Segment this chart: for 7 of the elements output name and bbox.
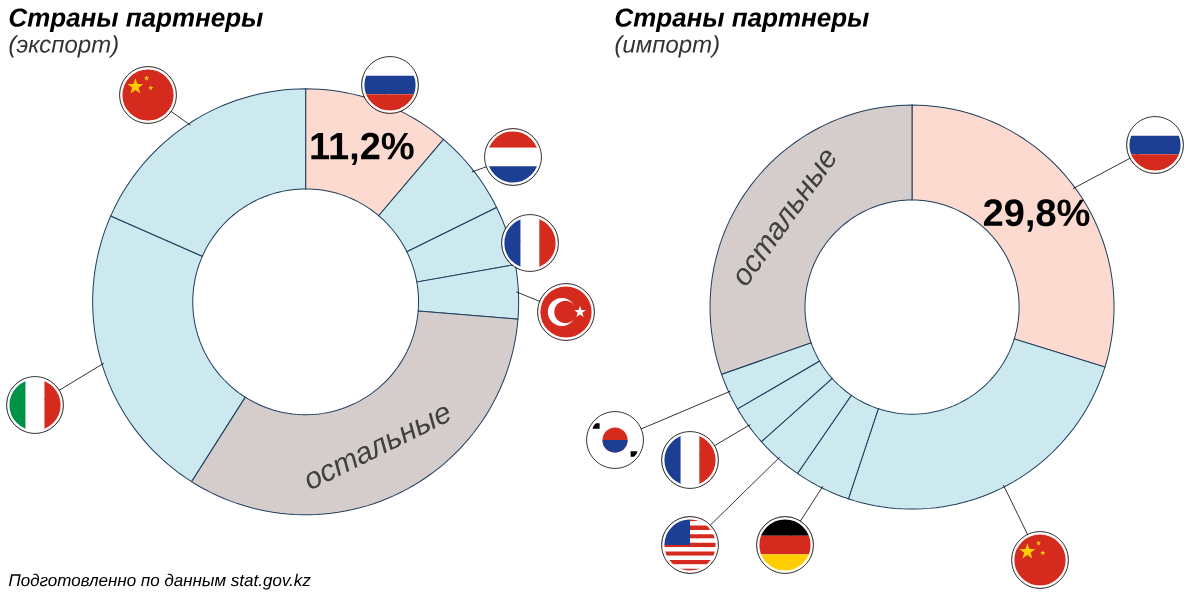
data-label: 29,8%	[983, 199, 1090, 232]
text: Подготовленно по данным stat.gov.kz	[8, 573, 311, 590]
chart-title: Страны партнеры	[615, 8, 869, 32]
chart-title: Страны партнеры	[9, 8, 263, 32]
data-label: 11,2%	[311, 132, 414, 166]
chart-subtitle: (экспорт)	[9, 35, 118, 58]
chart-subtitle: (импорт)	[615, 35, 719, 58]
